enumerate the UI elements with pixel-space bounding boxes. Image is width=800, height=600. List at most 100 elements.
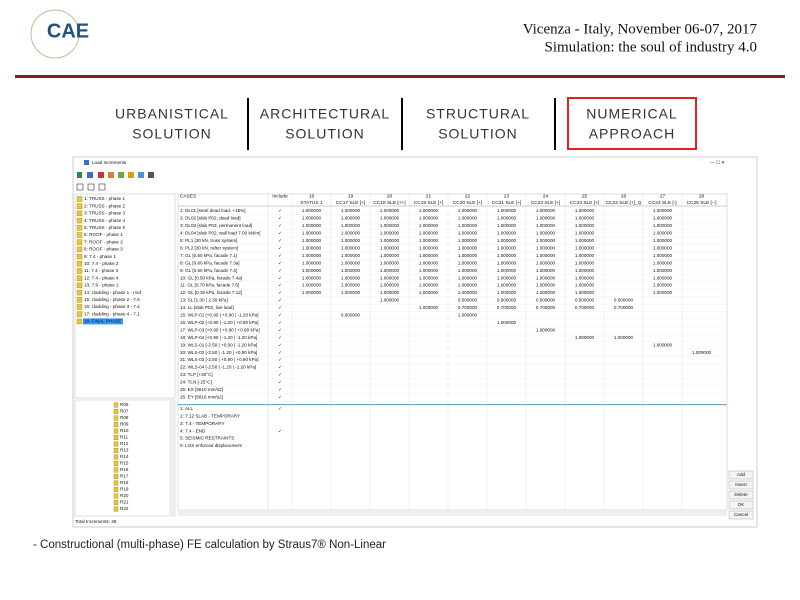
cell-value[interactable]: 1.000000 xyxy=(341,245,361,250)
cell-value[interactable]: 1.000000 xyxy=(302,253,322,258)
cell-value[interactable]: 1.000000 xyxy=(653,253,673,258)
cell-value[interactable]: 1.000000 xyxy=(302,231,322,236)
cell-value[interactable]: 1.000000 xyxy=(536,268,556,273)
include-check[interactable]: ✓ xyxy=(278,320,282,325)
cell-value[interactable]: 1.000000 xyxy=(497,275,517,280)
tree-item[interactable]: 2: TRUSS - phase 2 xyxy=(84,203,125,208)
include-check[interactable]: ✓ xyxy=(278,283,282,288)
include-check[interactable]: ✓ xyxy=(278,298,282,303)
cell-value[interactable]: 1.000000 xyxy=(419,216,439,221)
cell-value[interactable]: 1.000000 xyxy=(458,268,478,273)
cell-value[interactable]: 1.000000 xyxy=(302,223,322,228)
cell-value[interactable]: 1.000000 xyxy=(458,275,478,280)
button[interactable] xyxy=(728,480,754,490)
cell-value[interactable]: 1.000000 xyxy=(380,245,400,250)
tree-item[interactable]: R14 xyxy=(120,454,129,459)
tool[interactable] xyxy=(87,172,93,178)
cell-value[interactable]: 1.000000 xyxy=(419,268,439,273)
cell-value[interactable]: 0.700000 xyxy=(458,305,478,310)
cell-value[interactable]: 1.000000 xyxy=(341,208,361,213)
tool[interactable] xyxy=(76,183,84,191)
include-check[interactable]: ✓ xyxy=(278,290,282,295)
cell-value[interactable]: 0.500000 xyxy=(536,298,556,303)
cell-value[interactable]: 1.000000 xyxy=(419,290,439,295)
tree-item[interactable]: 18: FINAL PHASE xyxy=(84,319,121,324)
cell-value[interactable]: 1.000000 xyxy=(536,290,556,295)
cell-value[interactable]: 1.000000 xyxy=(458,216,478,221)
tree-item[interactable]: 8: ROOF - phase 3 xyxy=(84,247,123,252)
cell-value[interactable]: 1.000000 xyxy=(302,268,322,273)
cell-value[interactable]: 1.000000 xyxy=(497,238,517,243)
cell-value[interactable]: 1.000000 xyxy=(536,275,556,280)
cell-value[interactable]: 1.000000 xyxy=(692,350,712,355)
include-check[interactable]: ✓ xyxy=(278,245,282,250)
cell-value[interactable]: 1.000000 xyxy=(497,290,517,295)
window-controls[interactable]: — ☐ ✕ xyxy=(710,160,725,165)
button-label[interactable]: Insert xyxy=(735,482,747,487)
cell-value[interactable]: 1.000000 xyxy=(341,238,361,243)
button-label[interactable]: Delete xyxy=(734,492,748,497)
include-check[interactable]: ✓ xyxy=(278,357,282,362)
cell-value[interactable]: 1.000000 xyxy=(536,223,556,228)
tool[interactable] xyxy=(108,172,114,178)
include-check[interactable]: ✓ xyxy=(278,305,282,310)
cell-value[interactable]: 1.000000 xyxy=(575,283,595,288)
cell-value[interactable]: 0.500000 xyxy=(497,298,517,303)
cell-value[interactable]: 1.000000 xyxy=(575,260,595,265)
cell-value[interactable]: 0.700000 xyxy=(575,305,595,310)
cell-value[interactable]: 0.500000 xyxy=(458,298,478,303)
cell-value[interactable]: 1.000000 xyxy=(419,245,439,250)
include-check[interactable]: ✓ xyxy=(278,380,282,385)
cell-value[interactable]: 1.000000 xyxy=(380,290,400,295)
include-check[interactable]: ✓ xyxy=(278,342,282,347)
tree-item[interactable]: 4: TRUSS - phase 4 xyxy=(84,218,125,223)
cell-value[interactable]: 1.000000 xyxy=(497,245,517,250)
cell-value[interactable]: 1.000000 xyxy=(458,283,478,288)
cell-value[interactable]: 1.000000 xyxy=(380,231,400,236)
tree-item[interactable]: 9: 7.4 - phase 1 xyxy=(84,254,116,259)
cell-value[interactable]: 1.000000 xyxy=(302,216,322,221)
cell-value[interactable]: 1.000000 xyxy=(575,216,595,221)
cell-value[interactable]: 1.000000 xyxy=(497,208,517,213)
tree-item[interactable]: 3: TRUSS - phase 3 xyxy=(84,211,125,216)
tree-item[interactable]: 16: cladding - phase 3 - 7.4 xyxy=(84,304,140,309)
cell-value[interactable]: 1.000000 xyxy=(536,238,556,243)
cell-value[interactable]: 1.000000 xyxy=(575,275,595,280)
cell-value[interactable]: 1.000000 xyxy=(653,275,673,280)
button[interactable] xyxy=(728,490,754,500)
cell-value[interactable]: 1.000000 xyxy=(575,223,595,228)
include-check[interactable]: ✓ xyxy=(278,335,282,340)
include-check[interactable]: ✓ xyxy=(278,260,282,265)
cell-value[interactable]: 1.000000 xyxy=(302,208,322,213)
cell-value[interactable]: 1.000000 xyxy=(536,327,556,332)
include-check[interactable]: ✓ xyxy=(278,208,282,213)
cell-value[interactable]: 1.000000 xyxy=(380,275,400,280)
cell-value[interactable]: 1.000000 xyxy=(536,245,556,250)
include-check[interactable]: ✓ xyxy=(278,327,282,332)
cell-value[interactable]: 1.000000 xyxy=(653,268,673,273)
tool[interactable] xyxy=(118,172,124,178)
tree-item[interactable]: R16 xyxy=(120,467,129,472)
tool[interactable] xyxy=(128,172,134,178)
include-check[interactable]: ✓ xyxy=(278,313,282,318)
cell-value[interactable]: 1.000000 xyxy=(653,342,673,347)
cell-value[interactable]: 1.000000 xyxy=(458,223,478,228)
cell-value[interactable]: 1.000000 xyxy=(302,238,322,243)
cell-value[interactable]: 1.000000 xyxy=(575,268,595,273)
tree-item[interactable]: R07 xyxy=(120,409,129,414)
cell-value[interactable]: 1.000000 xyxy=(458,208,478,213)
cell-value[interactable]: 1.000000 xyxy=(380,260,400,265)
cell-value[interactable]: 1.000000 xyxy=(536,216,556,221)
cell-value[interactable]: 1.000000 xyxy=(341,275,361,280)
cell-value[interactable]: 1.000000 xyxy=(380,238,400,243)
cell-value[interactable]: 1.000000 xyxy=(419,223,439,228)
include-check[interactable]: ✓ xyxy=(278,365,282,370)
cell-value[interactable]: 0.500000 xyxy=(575,298,595,303)
cell-value[interactable]: 1.000000 xyxy=(341,253,361,258)
include-check[interactable]: ✓ xyxy=(278,253,282,258)
cell-value[interactable]: 1.000000 xyxy=(302,290,322,295)
cell-value[interactable]: 1.000000 xyxy=(458,231,478,236)
tree-item[interactable]: R11 xyxy=(120,435,129,440)
include-check[interactable]: ✓ xyxy=(278,238,282,243)
tree-item[interactable]: 1: TRUSS - phase 1 xyxy=(84,196,125,201)
